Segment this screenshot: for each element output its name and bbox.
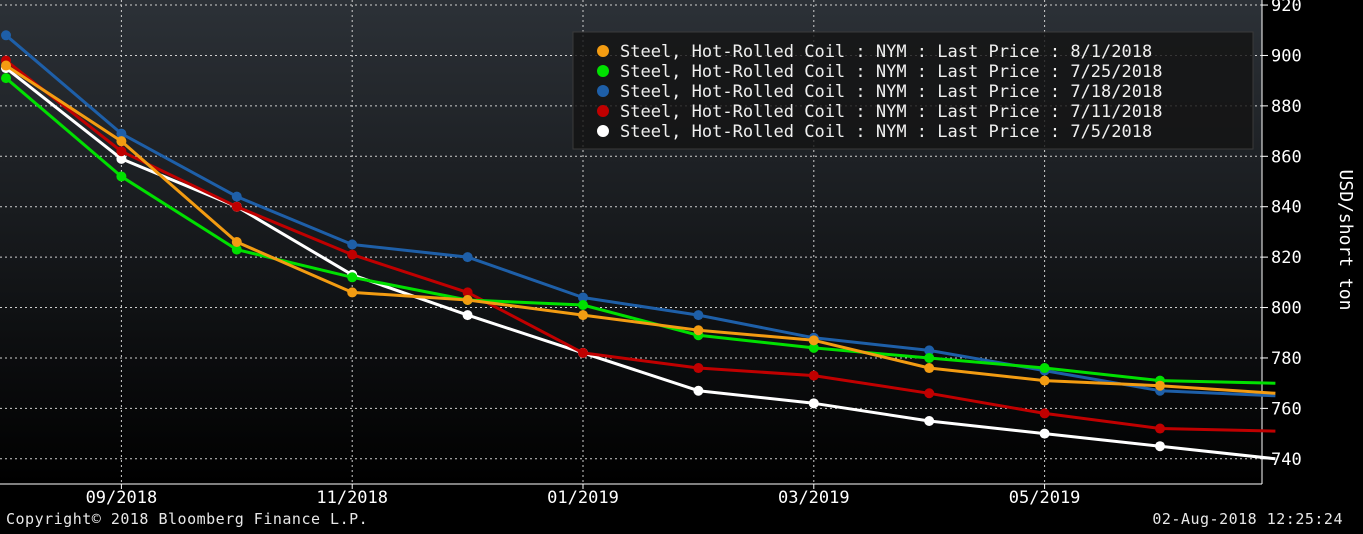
data-point bbox=[231, 201, 242, 212]
data-point bbox=[347, 239, 358, 250]
y-tick-label: 800 bbox=[1271, 299, 1302, 319]
data-point bbox=[1039, 408, 1050, 419]
series-group bbox=[1, 60, 1276, 395]
series-line bbox=[5, 34, 1276, 398]
data-point bbox=[1039, 363, 1050, 374]
data-point bbox=[347, 272, 358, 283]
x-tick-label: 03/2019 bbox=[778, 488, 850, 508]
x-tick-label: 11/2018 bbox=[316, 488, 388, 508]
y-tick-label: 780 bbox=[1271, 349, 1302, 369]
data-point bbox=[347, 249, 358, 260]
data-point bbox=[808, 342, 819, 353]
data-point bbox=[578, 310, 588, 321]
timestamp-text: 02-Aug-2018 12:25:24 bbox=[1152, 510, 1343, 528]
data-point bbox=[693, 325, 704, 336]
series-line bbox=[5, 59, 1276, 433]
data-point bbox=[1039, 375, 1050, 386]
y-tick-label: 740 bbox=[1271, 450, 1302, 470]
y-tick-label: 920 bbox=[1271, 0, 1302, 16]
data-point bbox=[116, 153, 127, 164]
data-point bbox=[693, 310, 704, 321]
legend-marker bbox=[597, 65, 609, 77]
data-point bbox=[578, 292, 588, 303]
data-point bbox=[578, 300, 588, 311]
y-tick-label: 860 bbox=[1271, 147, 1302, 167]
data-point bbox=[924, 363, 935, 374]
copyright-text: Copyright© 2018 Bloomberg Finance L.P. bbox=[6, 510, 369, 528]
data-point bbox=[924, 352, 935, 363]
data-point bbox=[231, 191, 242, 202]
legend: Steel, Hot-Rolled Coil : NYM : Last Pric… bbox=[572, 31, 1254, 150]
series-group bbox=[1, 55, 1276, 434]
series-group bbox=[1, 73, 1276, 386]
data-point bbox=[808, 370, 819, 381]
x-tick-label: 01/2019 bbox=[547, 488, 619, 508]
data-point bbox=[1039, 428, 1050, 439]
legend-marker bbox=[597, 105, 609, 117]
legend-label: Steel, Hot-Rolled Coil : NYM : Last Pric… bbox=[620, 122, 1152, 142]
series-line bbox=[5, 64, 1276, 395]
series-group bbox=[1, 30, 1276, 398]
y-tick-label: 820 bbox=[1271, 248, 1302, 268]
legend-label: Steel, Hot-Rolled Coil : NYM : Last Pric… bbox=[620, 102, 1162, 122]
data-point bbox=[578, 347, 588, 358]
data-point bbox=[347, 287, 358, 298]
data-point bbox=[693, 385, 704, 396]
data-point bbox=[462, 252, 473, 263]
data-point bbox=[924, 345, 935, 356]
series-layer bbox=[1, 30, 1276, 461]
data-point bbox=[924, 415, 935, 426]
legend-marker bbox=[597, 125, 609, 137]
legend-label: Steel, Hot-Rolled Coil : NYM : Last Pric… bbox=[620, 82, 1162, 102]
data-point bbox=[116, 146, 127, 157]
y-tick-label: 840 bbox=[1271, 198, 1302, 218]
legend-marker bbox=[597, 85, 609, 97]
data-point bbox=[1, 73, 11, 84]
data-point bbox=[693, 363, 704, 374]
series-line bbox=[5, 76, 1276, 385]
data-point bbox=[116, 171, 127, 182]
data-point bbox=[462, 294, 473, 305]
data-point bbox=[462, 310, 473, 321]
x-tick-label: 09/2018 bbox=[86, 488, 158, 508]
data-point bbox=[924, 388, 935, 399]
data-point bbox=[116, 136, 127, 147]
data-point bbox=[116, 128, 127, 139]
data-point bbox=[808, 335, 819, 346]
data-point bbox=[1155, 441, 1165, 452]
y-axis-title: USD/short ton bbox=[1335, 170, 1356, 311]
x-tick-label: 05/2019 bbox=[1009, 488, 1081, 508]
legend-marker bbox=[597, 45, 609, 57]
y-tick-label: 900 bbox=[1271, 46, 1302, 66]
data-point bbox=[1155, 423, 1165, 434]
legend-box bbox=[572, 31, 1254, 150]
data-point bbox=[1, 30, 11, 41]
y-tick-label: 760 bbox=[1271, 399, 1302, 419]
legend-label: Steel, Hot-Rolled Coil : NYM : Last Pric… bbox=[620, 42, 1152, 62]
data-point bbox=[1, 60, 11, 71]
data-point bbox=[231, 237, 242, 247]
data-point bbox=[462, 287, 473, 298]
data-point bbox=[1155, 380, 1165, 391]
axes: 740 760 780 800 820 840 860 880 900 920 09/2018 11/… bbox=[0, 0, 1356, 508]
data-point bbox=[808, 398, 819, 409]
y-tick-label: 880 bbox=[1271, 97, 1302, 117]
data-point bbox=[231, 244, 242, 255]
legend-label: Steel, Hot-Rolled Coil : NYM : Last Pric… bbox=[620, 62, 1162, 82]
